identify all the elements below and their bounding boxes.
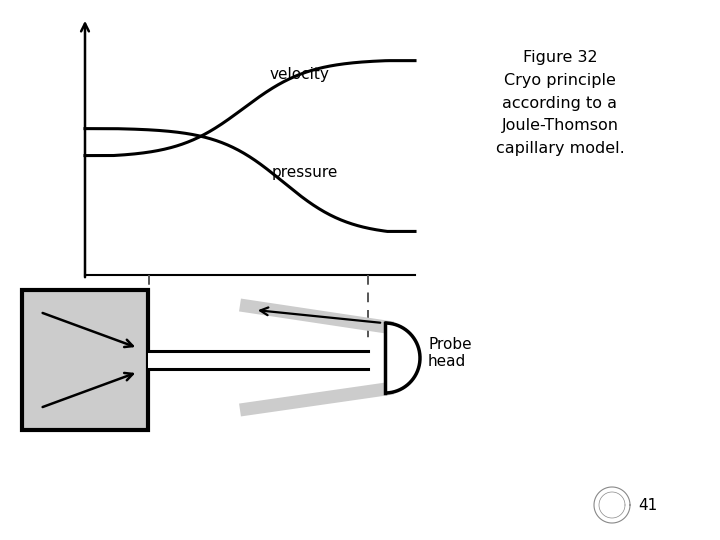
Text: Figure 32
Cryo principle
according to a
Joule-Thomson
capillary model.: Figure 32 Cryo principle according to a … (495, 50, 624, 156)
Text: 41: 41 (639, 497, 657, 512)
Text: pressure: pressure (272, 165, 338, 180)
Text: velocity: velocity (270, 66, 330, 82)
Polygon shape (239, 382, 394, 416)
Bar (148, 351, 368, 369)
Polygon shape (385, 323, 420, 393)
Text: Probe
head: Probe head (428, 337, 472, 369)
Bar (22, 290, 148, 430)
Polygon shape (239, 299, 394, 334)
